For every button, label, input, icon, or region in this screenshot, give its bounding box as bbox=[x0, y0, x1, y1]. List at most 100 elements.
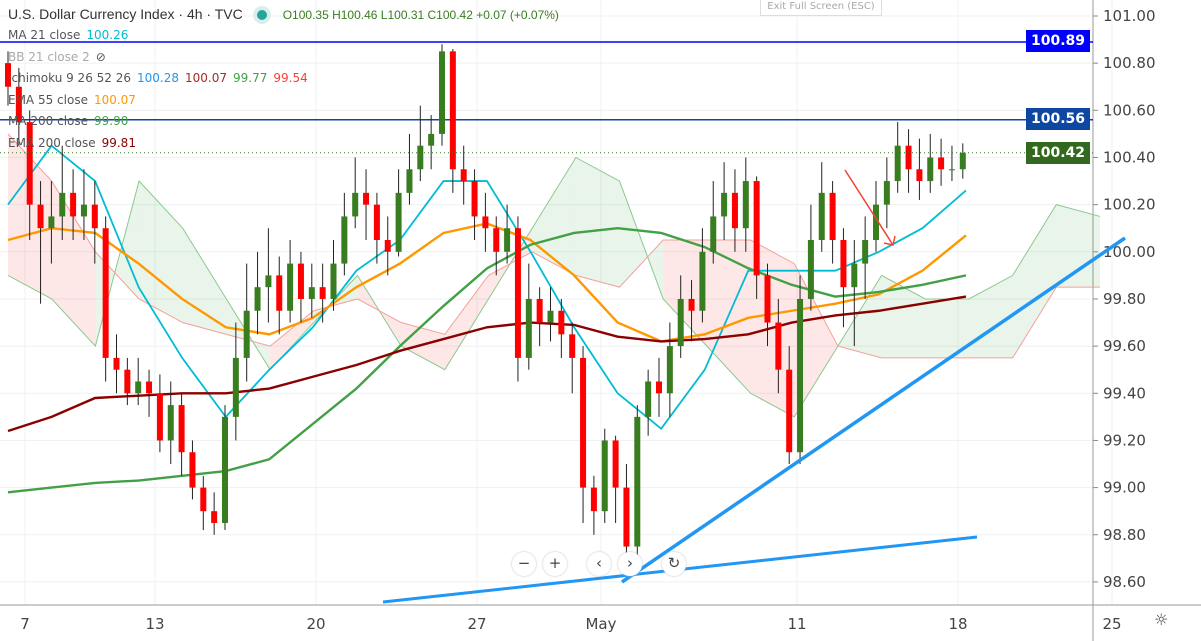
candle bbox=[710, 181, 717, 264]
candle-body bbox=[666, 346, 673, 394]
candle-body bbox=[688, 298, 695, 311]
candle bbox=[927, 133, 934, 193]
candle-body bbox=[547, 310, 554, 323]
ichimoku-cloud-segment bbox=[139, 181, 183, 323]
legend-value: 99.81 bbox=[101, 135, 136, 150]
hidden-eye-icon[interactable]: ⊘ bbox=[95, 49, 106, 64]
candle-body bbox=[699, 251, 706, 311]
candle bbox=[818, 162, 825, 252]
zoom-in-button[interactable]: + bbox=[543, 552, 567, 576]
candle-body bbox=[829, 192, 836, 241]
candle-body bbox=[677, 298, 684, 347]
candle bbox=[200, 475, 207, 531]
last-price-tag: 100.42 bbox=[1026, 142, 1090, 164]
x-tick-label: 18 bbox=[948, 615, 967, 633]
candle-body bbox=[330, 263, 337, 299]
candle bbox=[91, 181, 98, 264]
candle bbox=[5, 51, 11, 106]
legend-item[interactable]: MA 21 close 100.26 bbox=[8, 28, 134, 42]
candle-body bbox=[102, 228, 109, 358]
ohlc-readout: O100.35 H100.46 L100.31 C100.42 +0.07 (+… bbox=[282, 8, 559, 22]
candle-body bbox=[948, 169, 955, 171]
candle-body bbox=[5, 63, 11, 87]
legend-value: 100.28 bbox=[137, 71, 179, 85]
candle-body bbox=[70, 192, 77, 217]
legend-item[interactable]: EMA 200 close 99.81 bbox=[8, 136, 142, 150]
y-tick-label: 100.60 bbox=[1103, 101, 1156, 119]
indicator-line-ema-200-close bbox=[7, 295, 967, 433]
scroll-back-button[interactable]: ‹ bbox=[587, 552, 611, 576]
chart-header: U.S. Dollar Currency Index · 4h · TVC O10… bbox=[8, 6, 559, 22]
ichimoku-cloud-segment bbox=[401, 322, 445, 370]
candle bbox=[363, 169, 370, 241]
legend-label: EMA 200 close bbox=[8, 135, 96, 150]
candle-body bbox=[894, 145, 901, 182]
legend-value: 100.07 bbox=[185, 71, 227, 85]
legend-item[interactable]: BB 21 close 2 ⊘ bbox=[8, 50, 112, 64]
candle-body bbox=[26, 122, 33, 205]
y-tick-label: 99.40 bbox=[1103, 384, 1146, 402]
candle bbox=[504, 204, 511, 264]
y-tick-label: 100.00 bbox=[1103, 243, 1156, 261]
indicator-line-ma-21-close bbox=[7, 144, 967, 430]
exit-fullscreen-button[interactable]: Exit Full Screen (ESC) bbox=[760, 0, 882, 16]
candle-body bbox=[862, 240, 869, 264]
x-tick-label: 25 bbox=[1102, 615, 1121, 633]
ichimoku-cloud-segment bbox=[837, 275, 882, 358]
candle bbox=[471, 169, 478, 241]
candle bbox=[406, 133, 413, 205]
candle-body bbox=[721, 192, 728, 217]
candle bbox=[558, 298, 565, 358]
candle bbox=[742, 157, 749, 252]
candle-body bbox=[612, 440, 619, 488]
candle-body bbox=[764, 275, 771, 323]
candle-body bbox=[504, 228, 511, 252]
candle bbox=[276, 256, 283, 335]
candle-body bbox=[959, 152, 966, 170]
candle-body bbox=[482, 216, 489, 229]
candle bbox=[797, 275, 804, 465]
candle bbox=[862, 216, 869, 299]
legend-value: 100.26 bbox=[86, 28, 129, 42]
candle bbox=[948, 145, 955, 182]
candle bbox=[254, 251, 261, 335]
zoom-out-button[interactable]: − bbox=[512, 552, 536, 576]
candle bbox=[775, 298, 782, 394]
reset-chart-button[interactable]: ↻ bbox=[662, 552, 686, 576]
candle bbox=[883, 157, 890, 229]
ichimoku-span-b bbox=[7, 133, 1100, 359]
candle-body bbox=[786, 369, 793, 453]
candle bbox=[590, 475, 597, 535]
candle-body bbox=[873, 204, 879, 241]
candle bbox=[645, 369, 652, 436]
legend-value: 100.07 bbox=[93, 92, 136, 107]
candle bbox=[395, 169, 402, 257]
candle bbox=[493, 216, 500, 276]
candle-body bbox=[916, 169, 923, 182]
settings-gear-icon[interactable]: ☼ bbox=[1154, 610, 1169, 629]
legend-value: 99.54 bbox=[273, 71, 308, 85]
legend-item[interactable]: Ichimoku 9 26 52 26 100.28 100.07 99.77 99.5… bbox=[8, 71, 314, 85]
candle-body bbox=[384, 240, 391, 252]
candle-body bbox=[417, 145, 424, 170]
candle bbox=[536, 287, 543, 347]
candle bbox=[699, 228, 706, 323]
candle bbox=[721, 162, 728, 241]
candle-body bbox=[15, 86, 22, 123]
candle bbox=[232, 322, 239, 441]
symbol-title[interactable]: U.S. Dollar Currency Index · 4h · TVC bbox=[8, 6, 243, 22]
y-tick-label: 99.00 bbox=[1103, 479, 1146, 497]
candle bbox=[341, 192, 348, 276]
candle-body bbox=[352, 192, 359, 217]
legend-item[interactable]: MA 200 close 99.90 bbox=[8, 114, 134, 128]
candle bbox=[113, 334, 120, 394]
legend-item[interactable]: EMA 55 close 100.07 bbox=[8, 93, 142, 107]
candle bbox=[439, 44, 445, 146]
candle bbox=[26, 110, 33, 241]
candle bbox=[167, 381, 174, 465]
scroll-forward-button[interactable]: › bbox=[618, 552, 642, 576]
candle bbox=[959, 143, 966, 179]
candle-body bbox=[731, 192, 738, 229]
candle bbox=[916, 138, 923, 200]
